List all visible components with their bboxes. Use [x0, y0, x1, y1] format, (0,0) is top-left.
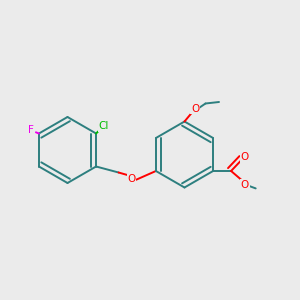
Text: F: F — [28, 125, 34, 135]
Text: O: O — [241, 179, 249, 190]
Text: O: O — [241, 152, 249, 163]
Text: Cl: Cl — [98, 121, 109, 131]
Text: O: O — [191, 103, 199, 114]
Text: O: O — [128, 174, 136, 184]
